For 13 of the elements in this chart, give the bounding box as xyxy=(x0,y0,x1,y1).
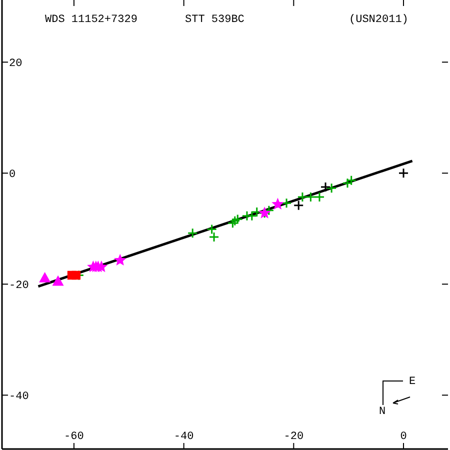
annotation: E xyxy=(409,376,416,388)
y-tick-label: 20 xyxy=(9,58,22,70)
annotation: N xyxy=(379,406,386,418)
y-tick-label: 0 xyxy=(9,169,16,182)
annotation: (USN2011) xyxy=(349,14,408,26)
y-tick-label: -20 xyxy=(9,280,29,292)
x-tick-label: 0 xyxy=(400,431,407,443)
text: STT 539BC xyxy=(185,14,245,26)
x-tick-label: -60 xyxy=(64,431,84,443)
x-tick-label: -20 xyxy=(284,431,304,443)
text: WDS 11152+7329 xyxy=(45,14,138,26)
y-tick-label: -40 xyxy=(9,391,29,404)
x-tick-label: -40 xyxy=(174,431,194,443)
